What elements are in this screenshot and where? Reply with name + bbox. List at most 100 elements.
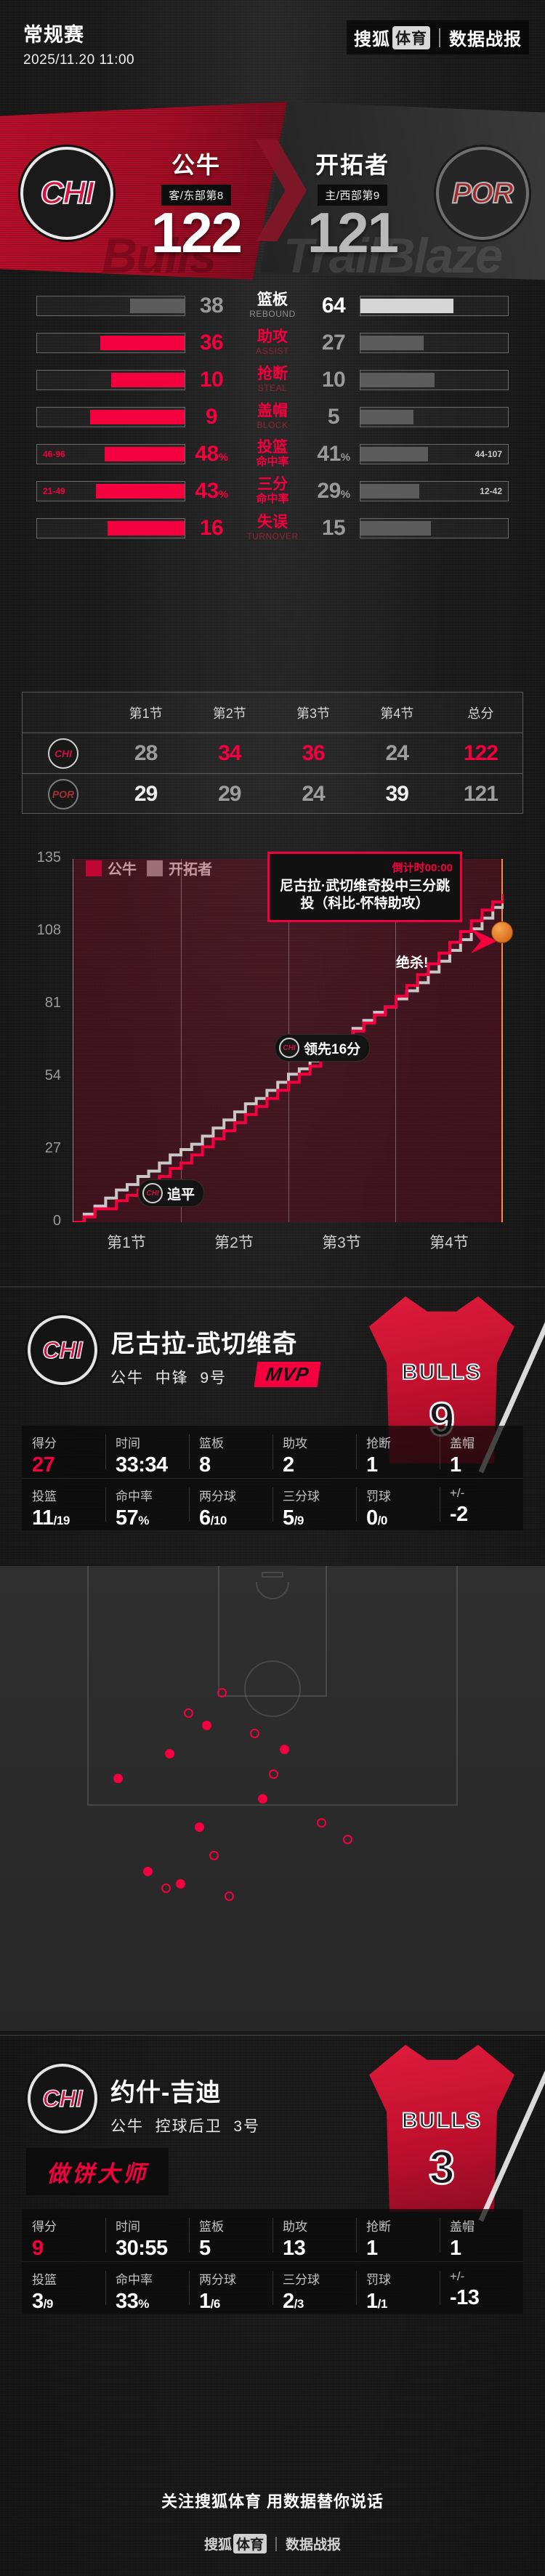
player-stat-cell: +/- -2 (440, 1479, 523, 1530)
player1-team-logo-label: CHI (42, 1336, 84, 1364)
player-stat-cell: 得分 27 (22, 1426, 105, 1478)
player-stat-sub: /19 (53, 1514, 70, 1527)
player1-jersey-text: BULLS (401, 1360, 482, 1385)
player-stat-value: -2 (450, 1503, 468, 1526)
brand-chip-sports: 体育 (392, 25, 430, 49)
player-stat-cell: 罚球 0/0 (356, 1479, 440, 1530)
shot-marker-missed (224, 1891, 234, 1901)
player-stat-value: 1 (450, 2237, 461, 2260)
team-block-home: 公牛 客/东部第8 122 (120, 147, 272, 265)
footer-report-text: 数据战报 (286, 2537, 342, 2553)
row-team-logo: CHI (23, 738, 104, 769)
stat-label-cn: 失误 (257, 514, 288, 531)
player1-team-logo: CHI (28, 1315, 97, 1385)
player-stat-value: 1/1 (366, 2290, 387, 2313)
annotation-lead-label: 领先16分 (304, 1041, 361, 1057)
player-stat-cell: 助攻 13 (272, 2209, 356, 2261)
stat-value-left: 16 (199, 515, 224, 540)
brand-lockup: 搜狐 体育 数据战报 (347, 20, 529, 54)
player-stat-cell: 投篮 11/19 (22, 1479, 105, 1530)
player-stat-label: 抢断 (366, 2220, 391, 2234)
team-rank-away: 主/西部第9 (318, 185, 387, 206)
court-free-throw-circle (244, 1660, 301, 1717)
player-stat-label: 命中率 (116, 2273, 153, 2287)
chart-line-away (73, 896, 504, 1222)
callout-clock: 倒计时00:00 (392, 862, 453, 874)
chart-y-tick: 27 (44, 1140, 61, 1156)
stat-row: 38 篮板 REBOUND 64 (0, 287, 545, 324)
player-stat-value: 2 (283, 1453, 294, 1477)
player-stat-cell: 篮板 5 (189, 2209, 272, 2261)
court-outline (87, 1566, 458, 1806)
quarter-score: 34 (218, 740, 241, 765)
chart-y-tick: 54 (44, 1067, 61, 1083)
player1-number: 9号 (200, 1370, 227, 1386)
shot-marker-made (194, 1822, 204, 1832)
scoreboard-hero: Bulls TrailBlaze CHI POR 公牛 客/东部第8 122 开… (0, 102, 545, 280)
chart-y-tick: 0 (52, 1213, 61, 1229)
stat-label-cn: 三分 (257, 475, 288, 493)
brand-text-report: 数据战报 (449, 30, 522, 49)
stat-label-en: REBOUND (249, 309, 296, 320)
stat-value-left: 10 (199, 367, 224, 392)
player-stat-value: 9 (32, 2237, 44, 2260)
stat-bar-right: 12-42 (360, 480, 509, 501)
player-stat-label: 罚球 (366, 1490, 391, 1503)
chart-x-tick: 第1节 (107, 1235, 146, 1251)
player-stat-label: 助攻 (283, 2220, 307, 2234)
stat-bar-right-fill (360, 335, 424, 350)
player2-number: 3号 (233, 2118, 261, 2135)
chart-x-tick: 第4节 (429, 1235, 469, 1251)
stat-row: 9 盖帽 BLOCK 5 (0, 398, 545, 435)
brand-divider (439, 28, 440, 47)
footer-brand-text: 搜狐 (203, 2537, 232, 2553)
player-stat-value: 3/9 (32, 2290, 53, 2313)
player-stat-value: 6/10 (199, 1506, 227, 1530)
stat-label-en: 命中率 (256, 455, 289, 468)
player-stat-row-primary: 得分 9 时间 30:55 篮板 5 助攻 13 抢断 1 盖帽 1 (22, 2209, 523, 2261)
shot-marker-missed (268, 1769, 278, 1779)
player-stat-value: 11/19 (32, 1506, 70, 1530)
annotation-gamewinner: 绝杀! (396, 956, 429, 971)
stat-label-cn: 篮板 (257, 291, 288, 309)
stat-row: 46-96 48% 投篮 命中率 41% 44-107 (0, 435, 545, 472)
player-stat-value: 5/9 (283, 1506, 304, 1530)
shot-marker-missed (250, 1729, 260, 1738)
stat-label: 抢断 STEAL (238, 366, 307, 393)
quarter-score: 24 (302, 782, 325, 806)
player2-jersey-body (369, 2045, 514, 2212)
stat-bar-right-fill (360, 483, 420, 498)
annotation-lead-logo: CHI (279, 1038, 299, 1058)
player-stat-label: 投篮 (32, 2273, 57, 2287)
player-stat-value: 57% (116, 1506, 149, 1530)
stat-bar-left-fill (90, 409, 185, 424)
team-logo-por: POR (436, 147, 529, 240)
stat-bar-right-detail: 44-107 (475, 448, 502, 459)
stat-label-cn: 盖帽 (257, 403, 288, 420)
team-name-away: 开拓者 (315, 152, 389, 178)
shot-marker-missed (342, 1834, 352, 1844)
player-stat-value: -13 (450, 2286, 480, 2309)
player-stat-value: 1 (366, 1453, 378, 1477)
page-footer: 关注搜狐体育 用数据替你说话 搜狐 体育 数据战报 (0, 2467, 545, 2576)
stat-bar-right-detail: 12-42 (480, 485, 502, 496)
team-score-home: 122 (150, 201, 243, 265)
stat-label: 盖帽 BLOCK (238, 403, 307, 430)
footer-divider (275, 2536, 277, 2551)
player2-team: 公牛 (110, 2118, 144, 2135)
stat-value-left: 43% (195, 478, 228, 503)
chart-y-tick: 81 (44, 995, 61, 1011)
shot-marker-missed (209, 1851, 219, 1860)
stat-label-en: 命中率 (256, 492, 289, 505)
player2-team-logo-label: CHI (42, 2085, 84, 2112)
stat-bar-left-fill (108, 520, 185, 536)
player-stat-label: 助攻 (283, 1437, 307, 1450)
stat-label: 助攻 ASSIST (238, 329, 307, 356)
player-stat-value: 27 (32, 1453, 55, 1477)
annotation-tie-label: 追平 (167, 1187, 195, 1203)
player-stat-sub: /10 (210, 1514, 227, 1527)
table-header-row: 第1节 第2节 第3节 第4节 总分 (23, 693, 522, 733)
player-stat-label: 时间 (116, 2220, 140, 2234)
player-stat-cell: 罚球 1/1 (356, 2262, 440, 2314)
